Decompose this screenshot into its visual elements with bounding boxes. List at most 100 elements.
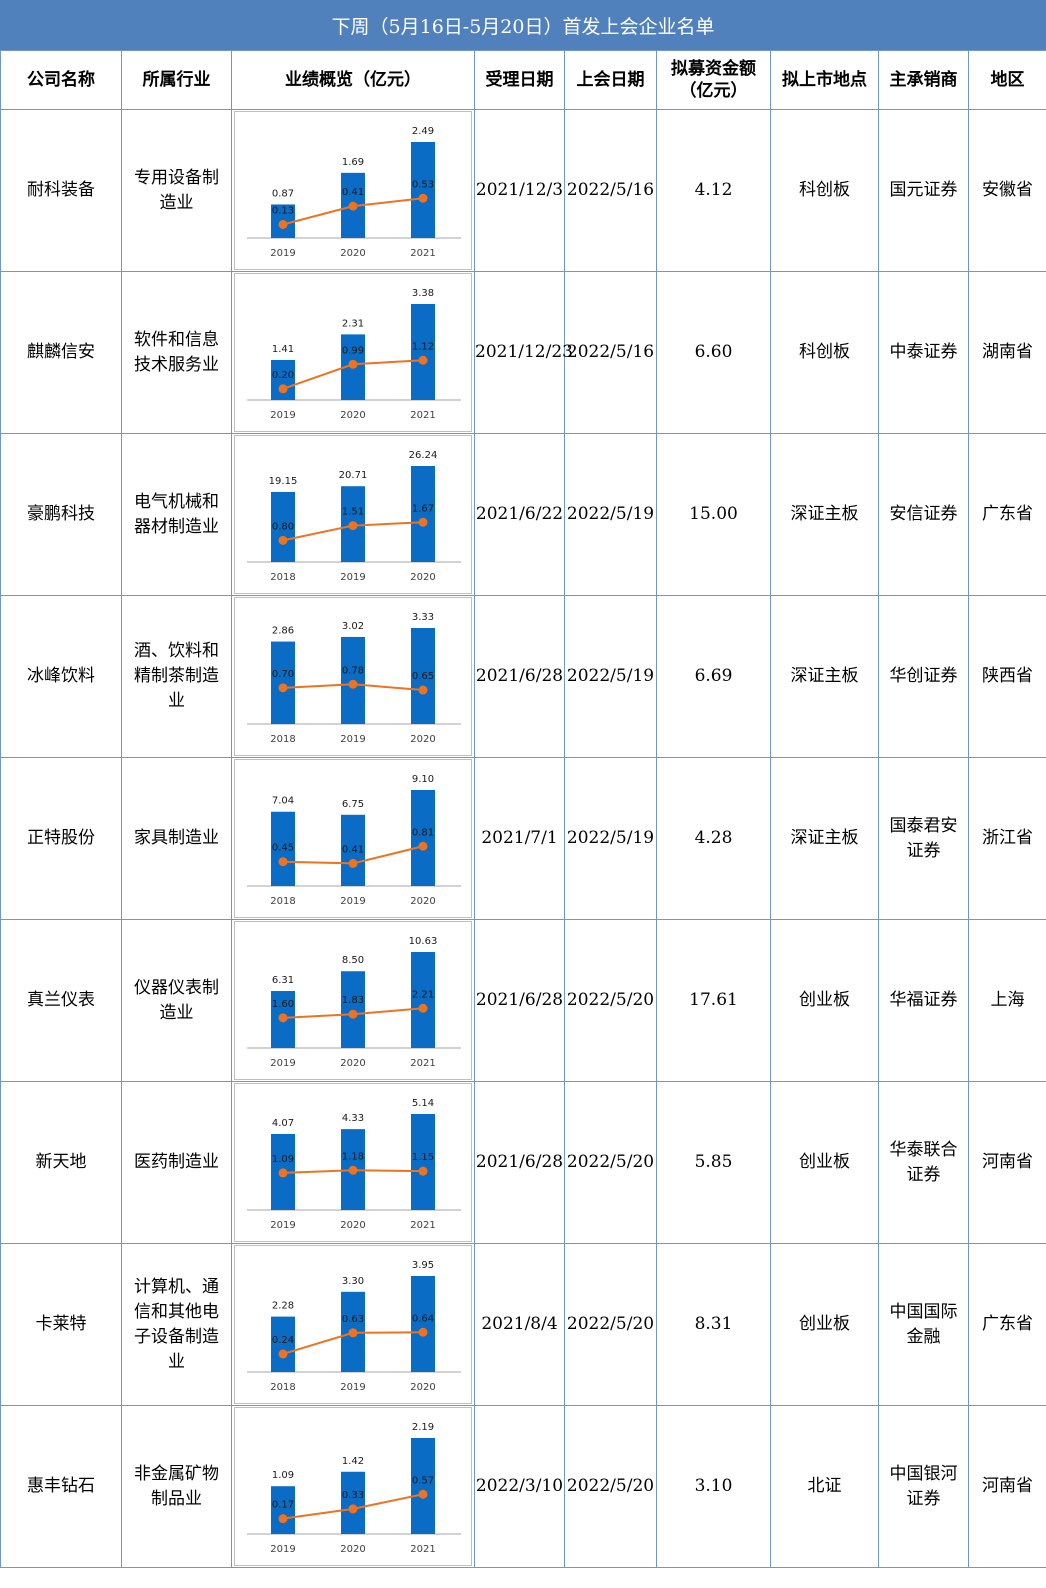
bar-value-label: 4.33 — [342, 1113, 364, 1124]
bar-value-label: 3.30 — [342, 1276, 364, 1287]
x-tick-label: 2019 — [270, 248, 295, 259]
line-point — [418, 1327, 428, 1337]
bar — [271, 641, 295, 724]
header-company: 公司名称 — [0, 50, 122, 110]
bar — [271, 359, 295, 400]
bar-value-label: 6.31 — [272, 975, 294, 986]
table-row: 新天地 医药制造业 4.07 4.33 5.14 1.09 1.18 1.15 2019 20… — [0, 1081, 1046, 1244]
meeting-date: 2022/5/20 — [564, 1081, 657, 1244]
line-point — [348, 1504, 358, 1514]
listing-venue: 科创板 — [770, 109, 879, 272]
line-point — [278, 384, 288, 394]
line-point — [278, 1168, 288, 1178]
header-underwriter: 主承销商 — [878, 50, 969, 110]
line-point — [348, 359, 358, 369]
meeting-date: 2022/5/19 — [564, 595, 657, 758]
performance-cell: 4.07 4.33 5.14 1.09 1.18 1.15 2019 2020 2021 — [231, 1081, 475, 1244]
accept-date: 2021/6/22 — [474, 433, 565, 596]
header-raise: 拟募资金额 （亿元） — [656, 50, 771, 110]
meeting-date: 2022/5/20 — [564, 919, 657, 1082]
company-name: 真兰仪表 — [0, 919, 122, 1082]
line-value-label: 0.78 — [342, 665, 364, 676]
meeting-date: 2022/5/16 — [564, 271, 657, 434]
bar-value-label: 4.07 — [272, 1118, 294, 1129]
performance-chart: 6.31 8.50 10.63 1.60 1.83 2.21 2019 2020 2021 — [234, 921, 472, 1080]
bar-value-label: 9.10 — [412, 774, 434, 785]
accept-date: 2021/6/28 — [474, 919, 565, 1082]
region: 广东省 — [968, 433, 1046, 596]
line-point — [348, 1165, 358, 1175]
company-name: 冰峰饮料 — [0, 595, 122, 758]
accept-date: 2021/8/4 — [474, 1243, 565, 1406]
listing-venue: 科创板 — [770, 271, 879, 434]
industry: 酒、饮料和精制茶制造业 — [121, 595, 232, 758]
table-row: 惠丰钻石 非金属矿物制品业 1.09 1.42 2.19 0.17 0.33 0.57 20… — [0, 1405, 1046, 1568]
company-name: 卡莱特 — [0, 1243, 122, 1406]
x-tick-label: 2020 — [340, 1220, 365, 1231]
x-tick-label: 2018 — [270, 572, 295, 583]
header-row: 公司名称 所属行业 业绩概览（亿元） 受理日期 上会日期 拟募资金额 （亿元） … — [0, 50, 1046, 110]
line-value-label: 1.15 — [412, 1152, 434, 1163]
bar-value-label: 10.63 — [409, 936, 438, 947]
line-point — [278, 1349, 288, 1359]
table-row: 真兰仪表 仪器仪表制造业 6.31 8.50 10.63 1.60 1.83 2.21 20… — [0, 919, 1046, 1082]
bar-value-label: 6.75 — [342, 799, 364, 810]
header-raise-line1: 拟募资金额 — [671, 59, 756, 79]
performance-chart: 2.86 3.02 3.33 0.70 0.78 0.65 2018 2019 2020 — [234, 597, 472, 756]
line-value-label: 0.45 — [272, 843, 294, 854]
company-name: 新天地 — [0, 1081, 122, 1244]
x-tick-label: 2020 — [410, 734, 435, 745]
table-row: 豪鹏科技 电气机械和器材制造业 19.15 20.71 26.24 0.80 1.51 1… — [0, 433, 1046, 596]
bar-value-label: 5.14 — [412, 1098, 434, 1109]
bar — [411, 466, 435, 562]
line-point — [418, 685, 428, 695]
meeting-date: 2022/5/19 — [564, 757, 657, 920]
x-tick-label: 2019 — [340, 572, 365, 583]
listing-venue: 深证主板 — [770, 433, 879, 596]
industry: 计算机、通信和其他电子设备制造业 — [121, 1243, 232, 1406]
x-tick-label: 2019 — [270, 410, 295, 421]
combo-chart-svg: 4.07 4.33 5.14 1.09 1.18 1.15 2019 2020 2021 — [247, 1098, 461, 1231]
performance-cell: 7.04 6.75 9.10 0.45 0.41 0.81 2018 2019 2020 — [231, 757, 475, 920]
table-row: 耐科装备 专用设备制造业 0.87 1.69 2.49 0.13 0.41 0.53 201… — [0, 109, 1046, 272]
header-region: 地区 — [968, 50, 1046, 110]
performance-chart: 1.09 1.42 2.19 0.17 0.33 0.57 2019 2020 2021 — [234, 1407, 472, 1566]
raise-amount: 15.00 — [656, 433, 771, 596]
combo-chart-svg: 6.31 8.50 10.63 1.60 1.83 2.21 2019 2020 2021 — [247, 936, 461, 1069]
line-point — [278, 219, 288, 229]
line-value-label: 0.53 — [412, 179, 434, 190]
bar-value-label: 2.49 — [412, 126, 434, 137]
x-tick-label: 2019 — [340, 1382, 365, 1393]
table-row: 麒麟信安 软件和信息技术服务业 1.41 2.31 3.38 0.20 0.99 1.12… — [0, 271, 1046, 434]
line-point — [418, 355, 428, 365]
header-industry: 所属行业 — [121, 50, 232, 110]
listing-venue: 创业板 — [770, 1243, 879, 1406]
bar-value-label: 3.95 — [412, 1260, 434, 1271]
company-name: 惠丰钻石 — [0, 1405, 122, 1568]
x-tick-label: 2018 — [270, 896, 295, 907]
performance-chart: 1.41 2.31 3.38 0.20 0.99 1.12 2019 2020 2021 — [234, 273, 472, 432]
bar-value-label: 1.69 — [342, 157, 364, 168]
raise-amount: 4.12 — [656, 109, 771, 272]
bar — [341, 814, 365, 886]
line-value-label: 0.41 — [342, 187, 364, 198]
combo-chart-svg: 19.15 20.71 26.24 0.80 1.51 1.67 2018 2019 2020 — [247, 450, 461, 583]
raise-amount: 3.10 — [656, 1405, 771, 1568]
x-tick-label: 2021 — [410, 1058, 435, 1069]
line-point — [278, 857, 288, 867]
performance-cell: 2.86 3.02 3.33 0.70 0.78 0.65 2018 2019 2020 — [231, 595, 475, 758]
accept-date: 2021/12/23 — [474, 271, 573, 434]
bar — [341, 1471, 365, 1534]
bar-value-label: 19.15 — [269, 476, 298, 487]
line-value-label: 0.63 — [342, 1314, 364, 1325]
listing-venue: 深证主板 — [770, 757, 879, 920]
underwriter: 中国国际金融 — [878, 1243, 969, 1406]
line-value-label: 0.64 — [412, 1313, 434, 1324]
line-point — [348, 521, 358, 531]
industry: 医药制造业 — [121, 1081, 232, 1244]
line-point — [418, 193, 428, 203]
bar-value-label: 1.09 — [272, 1470, 294, 1481]
bar — [411, 142, 435, 238]
line-point — [278, 1013, 288, 1023]
x-tick-label: 2019 — [270, 1544, 295, 1555]
